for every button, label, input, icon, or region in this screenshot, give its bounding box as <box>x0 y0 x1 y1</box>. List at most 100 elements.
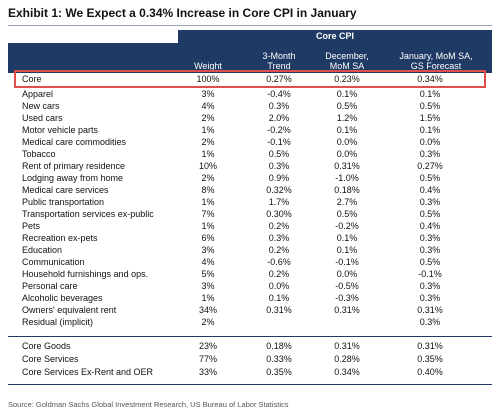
row-trend: -0.2% <box>267 125 291 135</box>
table-row: Motor vehicle parts 1% -0.2% 0.1% 0.1% <box>8 124 492 136</box>
row-weight: 1% <box>201 149 215 159</box>
row-trend: 0.35% <box>266 367 292 377</box>
table-row: Education 3% 0.2% 0.1% 0.3% <box>8 244 492 256</box>
row-january: 0.4% <box>419 221 441 231</box>
row-december: 0.1% <box>336 233 358 243</box>
table-row: Recreation ex-pets 6% 0.3% 0.1% 0.3% <box>8 232 492 244</box>
table-row: Transportation services ex-public 7% 0.30%… <box>8 208 492 220</box>
row-weight: 23% <box>198 341 217 351</box>
row-january: 0.1% <box>419 89 441 99</box>
row-december: 1.2% <box>336 113 358 123</box>
row-trend: 0.3% <box>268 161 290 171</box>
row-label: Core <box>22 74 42 84</box>
row-january: 0.5% <box>419 173 441 183</box>
row-trend: 0.2% <box>268 245 290 255</box>
summary-divider <box>8 336 492 337</box>
row-weight: 2% <box>201 137 215 147</box>
row-december: 0.0% <box>336 137 358 147</box>
row-december: -0.2% <box>335 221 359 231</box>
row-trend: 0.32% <box>266 185 292 195</box>
row-trend: 0.2% <box>268 221 290 231</box>
row-december: 0.28% <box>334 354 360 364</box>
row-label: Personal care <box>22 281 78 291</box>
row-weight: 3% <box>201 89 215 99</box>
row-trend: -0.1% <box>267 137 291 147</box>
table-row: Alcoholic beverages 1% 0.1% -0.3% 0.3% <box>8 292 492 304</box>
row-december: 0.5% <box>336 101 358 111</box>
row-january: 0.27% <box>417 161 443 171</box>
row-january: 0.31% <box>417 305 443 315</box>
row-january: 0.5% <box>419 257 441 267</box>
column-header-band: Weight 3-Month Trend December, MoM SA Ja… <box>8 43 492 73</box>
core-cpi-group-header: Core CPI <box>178 30 492 43</box>
table-row-core: Core 100% 0.27% 0.23% 0.34% <box>8 73 492 85</box>
table-row: Household furnishings and ops. 5% 0.2% 0.0%… <box>8 268 492 280</box>
table-row: Apparel 3% -0.4% 0.1% 0.1% <box>8 88 492 100</box>
row-december: 0.31% <box>334 161 360 171</box>
row-january: 0.31% <box>417 341 443 351</box>
row-trend: 0.9% <box>268 173 290 183</box>
table-row: Personal care 3% 0.0% -0.5% 0.3% <box>8 280 492 292</box>
row-trend: 0.31% <box>266 305 292 315</box>
table-row: Used cars 2% 2.0% 1.2% 1.5% <box>8 112 492 124</box>
row-january: 0.3% <box>419 149 441 159</box>
table-row: Pets 1% 0.2% -0.2% 0.4% <box>8 220 492 232</box>
row-label: Public transportation <box>22 197 105 207</box>
row-january: 0.5% <box>419 209 441 219</box>
row-december: 0.34% <box>334 367 360 377</box>
row-january: 0.3% <box>419 293 441 303</box>
row-january: 0.3% <box>419 281 441 291</box>
row-label: Pets <box>22 221 41 231</box>
row-weight: 1% <box>201 293 215 303</box>
row-label: Alcoholic beverages <box>22 293 103 303</box>
row-trend: -0.6% <box>267 257 291 267</box>
row-label: Rent of primary residence <box>22 161 126 171</box>
row-label: Household furnishings and ops. <box>22 269 149 279</box>
row-weight: 2% <box>201 173 215 183</box>
table-row: Medical care services 8% 0.32% 0.18% 0.4% <box>8 184 492 196</box>
row-label: Transportation services ex-public <box>22 209 154 219</box>
row-trend: 0.18% <box>266 341 292 351</box>
row-label: Apparel <box>22 89 54 99</box>
row-trend: 0.3% <box>268 233 290 243</box>
row-trend: 0.27% <box>266 74 292 84</box>
row-weight: 1% <box>201 221 215 231</box>
row-weight: 8% <box>201 185 215 195</box>
row-label: Used cars <box>22 113 63 123</box>
row-january: 0.40% <box>417 367 443 377</box>
row-label: Core Services Ex-Rent and OER <box>22 367 154 377</box>
row-label: Core Goods <box>22 341 71 351</box>
row-december: -0.5% <box>335 281 359 291</box>
table-row: Core Services 77% 0.33% 0.28% 0.35% <box>8 353 492 365</box>
table-row: Core Services Ex-Rent and OER 33% 0.35% 0.3… <box>8 366 492 378</box>
row-december: 0.0% <box>336 269 358 279</box>
source-note: Source: Goldman Sachs Global Investment … <box>8 400 289 409</box>
row-january: 0.3% <box>419 197 441 207</box>
row-january: 0.3% <box>419 317 441 327</box>
row-january: 0.0% <box>419 137 441 147</box>
row-weight: 3% <box>201 245 215 255</box>
row-january: 0.34% <box>417 74 443 84</box>
row-december: 0.0% <box>336 149 358 159</box>
row-trend: -0.4% <box>267 89 291 99</box>
col-header-december: December, MoM SA <box>325 51 369 71</box>
row-january: 0.3% <box>419 233 441 243</box>
row-weight: 3% <box>201 281 215 291</box>
row-december: 0.31% <box>334 305 360 315</box>
row-weight: 5% <box>201 269 215 279</box>
row-label: Recreation ex-pets <box>22 233 98 243</box>
row-weight: 33% <box>198 367 217 377</box>
row-december: -0.1% <box>335 257 359 267</box>
row-label: Education <box>22 245 63 255</box>
row-weight: 4% <box>201 101 215 111</box>
row-label: Medical care commodities <box>22 137 127 147</box>
row-december: -0.3% <box>335 293 359 303</box>
row-trend: 0.0% <box>268 281 290 291</box>
row-december: 2.7% <box>336 197 358 207</box>
row-december: 0.5% <box>336 209 358 219</box>
row-weight: 4% <box>201 257 215 267</box>
col-header-3month-trend: 3-Month Trend <box>262 51 296 71</box>
table-bottom-rule <box>8 384 492 385</box>
row-december: 0.1% <box>336 245 358 255</box>
row-trend: 0.5% <box>268 149 290 159</box>
